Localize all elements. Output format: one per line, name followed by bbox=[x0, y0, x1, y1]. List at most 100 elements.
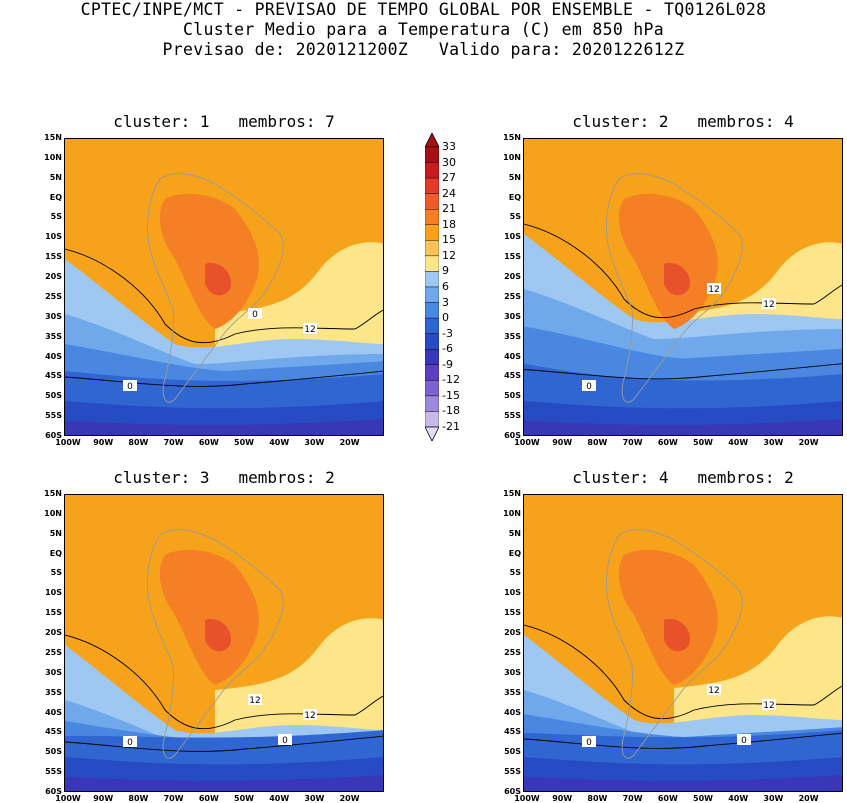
contour-label: 12 bbox=[762, 699, 776, 711]
lat-tick-label: 10S bbox=[504, 232, 521, 242]
contour-label: 0 bbox=[582, 736, 596, 748]
lat-tick-label: 10N bbox=[503, 152, 521, 162]
lon-tick-label: 60W bbox=[657, 438, 678, 447]
lon-tick-label: 50W bbox=[693, 438, 713, 447]
colorbar-label: 0 bbox=[442, 311, 449, 325]
lat-tick-label: 15S bbox=[504, 252, 521, 262]
colorbar-label: -18 bbox=[442, 404, 460, 418]
colorbar-label: 15 bbox=[442, 233, 456, 247]
colorbar-label: -9 bbox=[442, 357, 453, 371]
lat-tick-label: 55S bbox=[45, 767, 62, 777]
svg-text:12: 12 bbox=[763, 701, 774, 711]
svg-text:0: 0 bbox=[282, 736, 288, 746]
colorbar-swatch bbox=[424, 286, 440, 303]
lat-tick-label: 15N bbox=[44, 133, 62, 142]
svg-text:0: 0 bbox=[252, 310, 258, 320]
lat-tick-label: 30S bbox=[504, 311, 521, 321]
lat-tick-label: 35S bbox=[504, 331, 521, 341]
contour-label: 12 bbox=[248, 694, 262, 706]
lat-tick-label: 15S bbox=[504, 608, 521, 618]
lat-tick-label: 50S bbox=[504, 391, 521, 401]
lat-tick-label: 60S bbox=[504, 431, 521, 440]
lat-tick-label: 5N bbox=[49, 528, 62, 538]
colorbar-swatch bbox=[424, 411, 440, 428]
colorbar-label: 24 bbox=[442, 186, 456, 200]
colorbar-label: 6 bbox=[442, 280, 449, 293]
lon-tick-label: 90W bbox=[93, 794, 114, 803]
lon-tick-label: 30W bbox=[304, 438, 325, 447]
lat-tick-label: 5N bbox=[49, 172, 62, 182]
lon-tick-label: 90W bbox=[552, 794, 573, 803]
colorbar-label: -6 bbox=[442, 342, 453, 356]
colorbar-label: -21 bbox=[442, 420, 460, 433]
lon-tick-label: 70W bbox=[622, 794, 643, 803]
lat-tick-label: 30S bbox=[504, 667, 521, 677]
colorbar-swatch bbox=[424, 177, 440, 194]
colorbar-swatch bbox=[424, 146, 440, 163]
lat-tick-label: 40S bbox=[504, 707, 521, 717]
contour-label: 0 bbox=[123, 380, 137, 392]
lat-tick-label: 45S bbox=[45, 371, 62, 381]
svg-text:12: 12 bbox=[708, 285, 719, 295]
lat-tick-label: 15S bbox=[45, 608, 62, 618]
svg-text:0: 0 bbox=[127, 382, 133, 392]
contour-label: 0 bbox=[123, 736, 137, 748]
lon-tick-label: 40W bbox=[728, 794, 749, 803]
colorbar-label: 3 bbox=[442, 295, 449, 309]
lat-tick-label: 20S bbox=[45, 628, 62, 638]
lon-tick-label: 40W bbox=[269, 438, 290, 447]
svg-text:12: 12 bbox=[708, 686, 719, 696]
lat-tick-label: 50S bbox=[45, 747, 62, 757]
lat-tick-label: 40S bbox=[504, 351, 521, 361]
lon-tick-label: 80W bbox=[587, 794, 608, 803]
lat-tick-label: EQ bbox=[49, 192, 62, 202]
colorbar-label: 21 bbox=[442, 202, 456, 216]
colorbar-label: 30 bbox=[442, 155, 456, 169]
lat-tick-label: 40S bbox=[45, 351, 62, 361]
lon-tick-label: 50W bbox=[234, 438, 254, 447]
lon-tick-label: 20W bbox=[339, 438, 360, 447]
lat-tick-label: 10N bbox=[44, 508, 62, 518]
lon-tick-label: 80W bbox=[587, 438, 608, 447]
lat-tick-label: 20S bbox=[504, 628, 521, 638]
lat-tick-label: 35S bbox=[504, 687, 521, 697]
lat-tick-label: 45S bbox=[504, 727, 521, 737]
lat-tick-label: 5S bbox=[509, 568, 521, 578]
lon-tick-label: 70W bbox=[163, 438, 184, 447]
colorbar-swatch bbox=[424, 380, 440, 397]
lon-tick-label: 70W bbox=[163, 794, 184, 803]
colorbar-swatch bbox=[424, 364, 440, 381]
lon-tick-label: 60W bbox=[198, 438, 219, 447]
contour-label: 0 bbox=[582, 380, 596, 392]
lon-tick-label: 40W bbox=[269, 794, 290, 803]
lat-tick-label: 30S bbox=[45, 667, 62, 677]
lat-tick-label: 5S bbox=[50, 568, 62, 578]
lat-tick-label: 60S bbox=[45, 431, 62, 440]
colorbar-swatch bbox=[424, 162, 440, 179]
lon-tick-label: 100W bbox=[514, 794, 540, 803]
colorbar-label: 27 bbox=[442, 171, 456, 185]
lon-tick-label: 20W bbox=[798, 794, 819, 803]
lat-tick-label: 40S bbox=[45, 707, 62, 717]
colorbar-bottom-arrow bbox=[424, 426, 440, 442]
svg-text:12: 12 bbox=[763, 300, 774, 310]
contour-label: 12 bbox=[303, 709, 317, 721]
map-panel-1: 12 0 0 bbox=[64, 138, 384, 436]
lat-tick-label: 25S bbox=[45, 291, 62, 301]
lat-tick-label: 10S bbox=[45, 232, 62, 242]
lat-tick-label: 5N bbox=[508, 172, 521, 182]
colorbar-label: 33 bbox=[442, 140, 456, 153]
colorbar-top-arrow bbox=[424, 132, 440, 148]
colorbar-swatch bbox=[424, 193, 440, 210]
lat-tick-label: EQ bbox=[508, 192, 521, 202]
lon-tick-label: 20W bbox=[798, 438, 819, 447]
lat-tick-label: 15N bbox=[503, 489, 521, 498]
contour-label: 12 bbox=[707, 684, 721, 696]
lon-tick-label: 70W bbox=[622, 438, 643, 447]
colorbar-label: 12 bbox=[442, 248, 456, 262]
lon-tick-label: 100W bbox=[514, 438, 540, 447]
colorbar-swatch bbox=[424, 224, 440, 241]
lat-tick-label: 25S bbox=[45, 647, 62, 657]
lon-tick-label: 30W bbox=[304, 794, 325, 803]
lat-tick-label: 10S bbox=[45, 588, 62, 598]
